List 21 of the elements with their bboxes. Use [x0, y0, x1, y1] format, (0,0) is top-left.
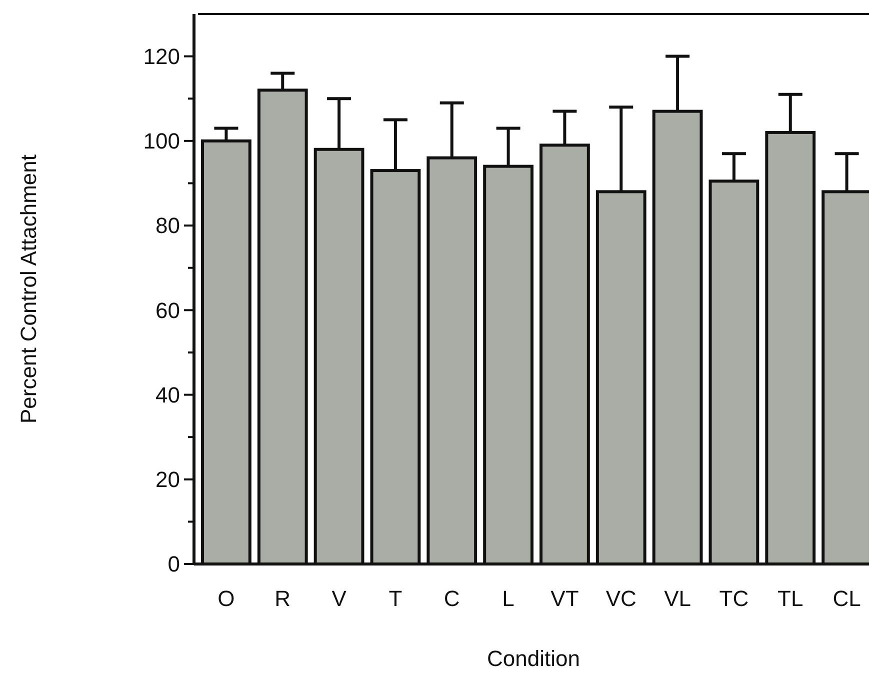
- x-tick-label: O: [218, 586, 235, 611]
- x-tick-label: TL: [778, 586, 804, 611]
- y-tick-label: 20: [156, 467, 180, 492]
- y-tick-label: 60: [156, 298, 180, 323]
- y-tick-label: 120: [143, 44, 180, 70]
- x-tick-label: VC: [606, 586, 637, 611]
- y-tick-label: 40: [156, 382, 180, 408]
- x-tick-label: R: [274, 586, 291, 611]
- x-tick-label: L: [502, 586, 514, 611]
- x-tick-label: TC: [719, 586, 749, 611]
- x-tick-label: T: [388, 586, 402, 611]
- x-tick-label: CL: [832, 586, 861, 611]
- y-tick-label: 100: [143, 128, 180, 154]
- x-tick-label: V: [332, 586, 347, 611]
- x-tick-label: C: [444, 586, 460, 611]
- x-tick-label: VL: [664, 586, 692, 611]
- x-tick-label: VT: [550, 586, 579, 611]
- y-axis-title: Percent Control Attachment: [16, 154, 41, 424]
- y-tick-label: 0: [168, 552, 180, 577]
- x-axis-title: Condition: [487, 646, 580, 671]
- y-tick-label: 80: [156, 213, 180, 238]
